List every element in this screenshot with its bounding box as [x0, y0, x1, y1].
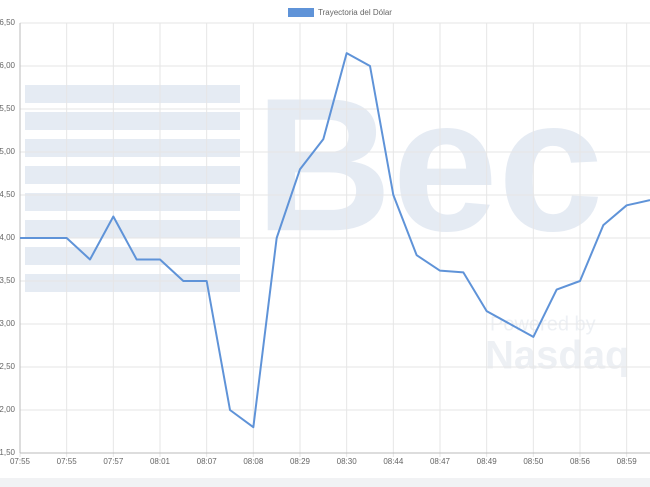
legend-swatch — [288, 8, 314, 17]
watermark-logo — [25, 85, 240, 292]
x-tick-label: 08:44 — [383, 457, 404, 466]
y-tick-label: 1,50 — [0, 448, 16, 457]
x-tick-label: 08:47 — [430, 457, 451, 466]
x-tick-label: 08:59 — [617, 457, 638, 466]
legend-label: Trayectoria del Dólar — [318, 8, 392, 17]
x-tick-label: 08:30 — [337, 457, 358, 466]
y-tick-label: 2,00 — [0, 405, 16, 414]
x-tick-label: 07:57 — [103, 457, 124, 466]
x-tick-label: 08:01 — [150, 457, 171, 466]
y-tick-label: 5,00 — [0, 147, 16, 156]
x-tick-label: 08:08 — [243, 457, 264, 466]
y-tick-label: 3,00 — [0, 319, 16, 328]
watermark-brand: Bec — [255, 59, 604, 271]
x-tick-label: 08:56 — [570, 457, 591, 466]
x-tick-label: 07:55 — [57, 457, 78, 466]
x-tick-label: 08:29 — [290, 457, 311, 466]
y-tick-label: 6,50 — [0, 18, 16, 27]
y-tick-label: 4,00 — [0, 233, 16, 242]
line-series — [20, 52, 650, 429]
watermark-partner: Nasdaq — [485, 334, 630, 378]
x-tick-label: 07:55 — [10, 457, 31, 466]
y-tick-label: 4,50 — [0, 190, 16, 199]
y-tick-label: 3,50 — [0, 276, 16, 285]
y-tick-label: 5,50 — [0, 104, 16, 113]
y-tick-label: 6,00 — [0, 61, 16, 70]
x-tick-label: 08:49 — [477, 457, 498, 466]
legend: Trayectoria del Dólar — [288, 8, 392, 17]
x-tick-label: 08:50 — [523, 457, 544, 466]
watermark: Bec Powered by Nasdaq — [25, 59, 630, 378]
y-tick-label: 2,50 — [0, 362, 16, 371]
footer-strip — [0, 478, 650, 487]
x-tick-label: 08:07 — [197, 457, 218, 466]
